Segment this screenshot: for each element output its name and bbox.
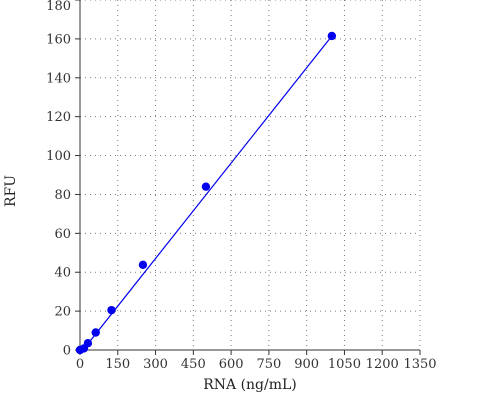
y-tick-label: 100: [46, 149, 71, 164]
x-tick-label: 450: [181, 357, 206, 372]
x-tick-label: 900: [294, 357, 319, 372]
data-point: [83, 338, 93, 348]
x-tick-label: 0: [76, 357, 84, 372]
y-tick-label: 40: [54, 266, 71, 281]
data-point: [201, 182, 211, 191]
data-point: [107, 305, 116, 315]
x-tick-label: 150: [105, 357, 130, 372]
y-tick-label: 60: [54, 227, 71, 242]
y-axis-title: RFU: [3, 175, 19, 207]
x-tick-label: 1350: [403, 357, 436, 372]
x-tick-label: 300: [143, 357, 168, 372]
y-tick-label: 180: [46, 0, 71, 14]
x-tick-label: 600: [219, 357, 244, 372]
y-tick-label: 160: [46, 32, 71, 47]
x-tick-label: 1200: [366, 357, 399, 372]
y-tick-label: 80: [54, 188, 71, 203]
x-axis-title: RNA (ng/mL): [203, 377, 297, 393]
y-tick-label: 20: [54, 305, 71, 320]
y-tick-label: 140: [46, 71, 71, 86]
x-tick-label: 750: [256, 357, 281, 372]
fit-line: [83, 35, 333, 350]
y-tick-label: 0: [63, 344, 71, 359]
ticks-layer: 0 150 300 450 600 750 900 1050 1200 1350 0 20 40 60 80…: [46, 0, 437, 372]
series-layer: [75, 31, 337, 355]
data-point: [138, 260, 148, 270]
axes-layer: [79, 0, 420, 351]
grid-layer: [80, 0, 421, 350]
y-tick-label: 120: [46, 110, 71, 125]
data-point: [91, 328, 100, 337]
data-point: [327, 31, 337, 41]
x-tick-label: 1050: [328, 357, 361, 372]
